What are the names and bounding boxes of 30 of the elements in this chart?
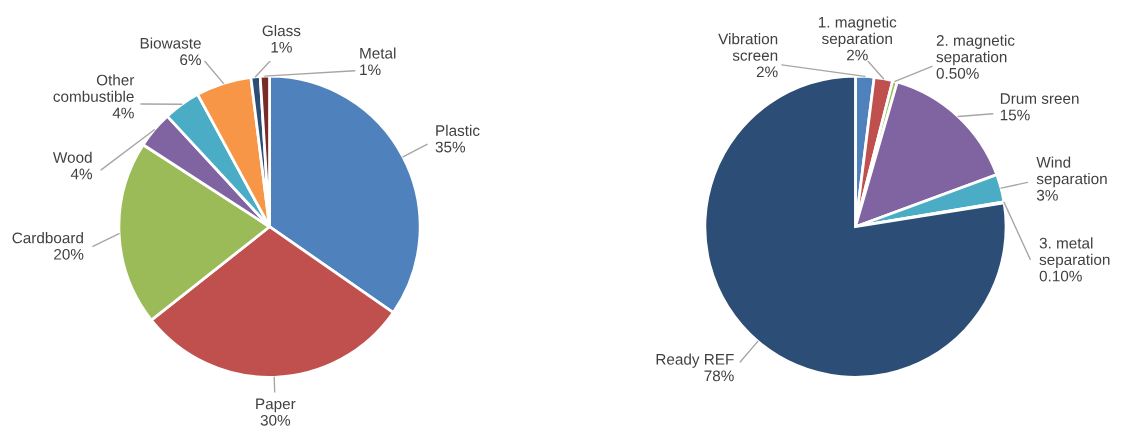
data-label: 0.10% [1039,270,1082,282]
data-label: 3% [1036,189,1058,201]
slice-label: 2. magnetic separation [936,34,1015,66]
slice-label: Wood [53,151,92,163]
slice-label: Other combustible [53,74,135,102]
data-label: 4% [70,168,93,180]
data-label: 2% [846,49,868,61]
data-label: 35% [435,141,466,153]
data-label: 30% [260,414,291,426]
slice-label: Ready REF [656,353,734,368]
slice-label: Paper [256,398,296,413]
data-label: 1% [271,41,292,53]
slice-label: 3. metal separation [1039,237,1110,269]
slice-label: Cardboard [12,232,83,244]
slice-label: Drum sreen [1000,93,1079,104]
slice-label: Glass [262,24,301,37]
data-label: 6% [180,54,201,66]
data-label: 78% [704,370,734,382]
data-label: 15% [1000,109,1030,121]
slice-label: 1. magnetic separation [818,16,897,48]
slice-label: Metal [360,47,396,59]
data-label: 4% [112,107,134,119]
slice-label: Biowaste [140,37,201,49]
data-label: 0.50% [936,67,979,79]
slice-label: Wind separation [1036,156,1107,188]
data-label: 2% [756,66,778,78]
data-label: 1% [360,64,381,76]
slice-label: Plastic [436,124,480,136]
data-label: 20% [54,248,84,260]
slice-label: Vibration screen [718,33,778,61]
